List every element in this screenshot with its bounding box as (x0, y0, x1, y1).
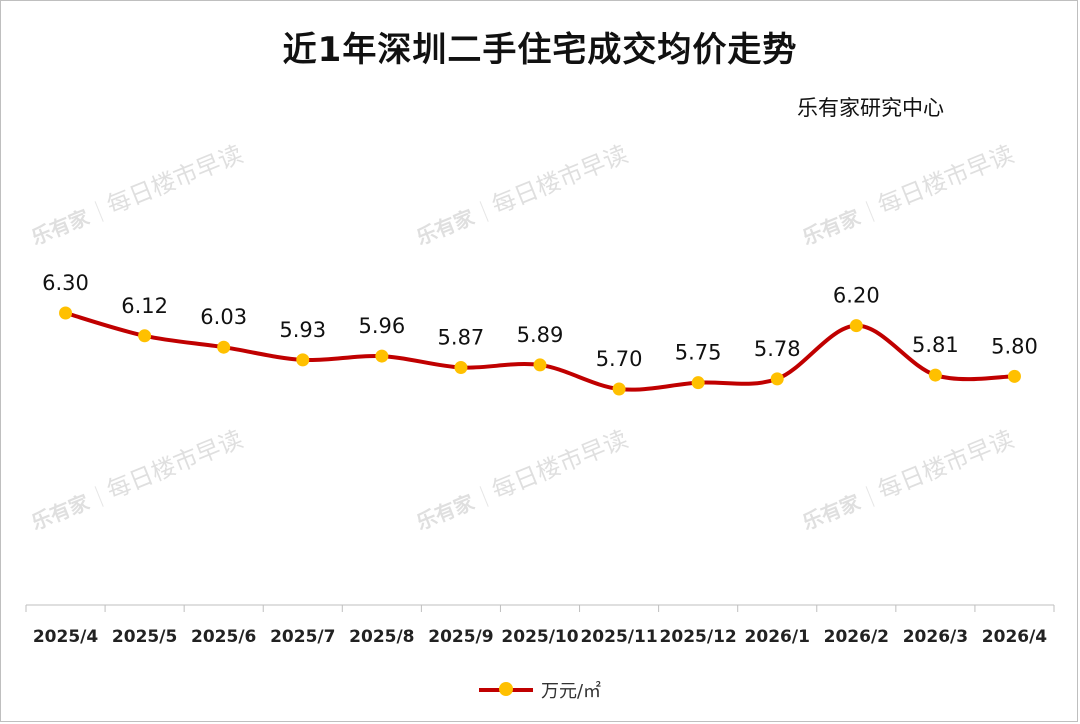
legend: 万元/㎡ (0, 676, 1080, 703)
data-label: 5.81 (912, 333, 959, 357)
watermark-divider (479, 486, 489, 507)
x-tick-label: 2025/6 (191, 627, 256, 647)
x-tick-label: 2025/8 (349, 627, 414, 647)
x-axis: 2025/4 2025/5 2025/6 2025/7 2025/8 2025/9 2025… (25, 604, 1055, 647)
legend-swatch (478, 682, 533, 696)
data-label: 6.30 (42, 271, 89, 295)
data-label: 5.75 (675, 341, 722, 365)
data-points-layer (59, 306, 1021, 396)
data-point (138, 329, 152, 343)
data-label: 6.03 (200, 305, 247, 329)
watermark-logo: 乐有家 (413, 490, 479, 535)
watermark-text: 每日楼市早读 (103, 140, 247, 220)
data-labels-layer: 6.30 6.12 6.03 5.93 5.96 5.87 5.89 5.70 5.75 5.78… (42, 271, 1038, 371)
watermark-text: 每日楼市早读 (488, 425, 632, 505)
data-label: 5.80 (991, 334, 1038, 358)
chart-title: 近1年深圳二手住宅成交均价走势 (282, 30, 798, 70)
data-point (849, 319, 863, 333)
x-tick-label: 2025/9 (428, 627, 493, 647)
data-point (1007, 369, 1021, 383)
watermark-text: 每日楼市早读 (874, 425, 1018, 505)
x-tick-label: 2026/3 (903, 627, 968, 647)
x-tick-label: 2026/1 (745, 627, 810, 647)
data-label: 5.93 (279, 318, 326, 342)
x-tick-label: 2025/5 (112, 627, 177, 647)
x-tick-label: 2025/12 (660, 627, 737, 647)
watermark-divider (865, 486, 875, 507)
watermark-logo: 乐有家 (28, 205, 94, 250)
x-tick-label: 2025/11 (580, 627, 657, 647)
watermark-divider (94, 486, 104, 507)
x-tick-label: 2026/4 (982, 627, 1048, 647)
data-point (296, 353, 310, 367)
watermark-logo: 乐有家 (28, 490, 94, 535)
watermark-text: 每日楼市早读 (103, 425, 247, 505)
watermark-divider (865, 201, 875, 222)
x-tick-label: 2026/2 (824, 627, 889, 647)
chart-source: 乐有家研究中心 (797, 96, 944, 120)
data-point (375, 349, 389, 363)
data-label: 5.96 (358, 314, 405, 338)
data-label: 5.89 (517, 323, 564, 347)
watermark-divider (94, 201, 104, 222)
x-tick-label: 2025/10 (501, 627, 578, 647)
data-label: 5.78 (754, 337, 801, 361)
watermark-divider (479, 201, 489, 222)
legend-label: 万元/㎡ (540, 681, 602, 702)
watermark-logo: 乐有家 (413, 205, 479, 250)
data-point (59, 306, 73, 320)
x-tick-label: 2025/4 (33, 627, 99, 647)
watermark-logo: 乐有家 (799, 490, 865, 535)
data-point (928, 368, 942, 382)
watermark-text: 每日楼市早读 (874, 140, 1018, 220)
data-point (533, 358, 547, 372)
x-tick-label: 2025/7 (270, 627, 335, 647)
data-label: 6.12 (121, 294, 168, 318)
data-label: 5.87 (438, 325, 485, 349)
watermark-logo: 乐有家 (799, 205, 865, 250)
data-point (217, 340, 231, 354)
data-point (770, 372, 784, 386)
data-point (612, 382, 626, 396)
data-point (691, 376, 705, 390)
data-point (454, 360, 468, 374)
watermark-text: 每日楼市早读 (488, 140, 632, 220)
data-label: 6.20 (833, 284, 880, 308)
data-label: 5.70 (596, 347, 643, 371)
